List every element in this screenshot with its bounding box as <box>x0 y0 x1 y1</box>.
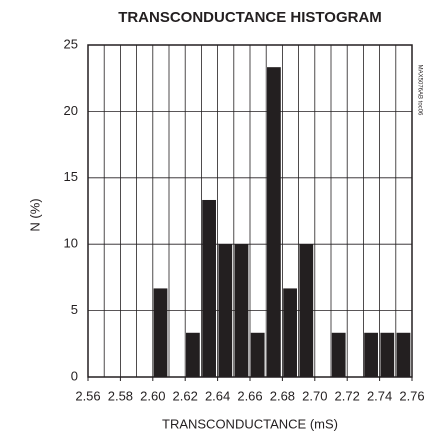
y-tick-label: 15 <box>64 169 78 184</box>
y-tick-label: 5 <box>71 302 78 317</box>
x-tick-label: 2.62 <box>173 388 198 403</box>
bar <box>186 332 200 377</box>
bar <box>250 332 265 377</box>
bar <box>234 244 249 377</box>
x-tick-label: 2.56 <box>75 388 100 403</box>
y-axis-label: N (%) <box>27 198 42 231</box>
x-tick-label: 2.66 <box>237 388 262 403</box>
bar <box>331 332 346 377</box>
bar <box>283 288 297 377</box>
bar <box>267 67 281 377</box>
x-tick-label: 2.68 <box>270 388 295 403</box>
y-tick-label: 20 <box>64 103 78 118</box>
x-tick-label: 2.72 <box>335 388 360 403</box>
x-tick-label: 2.70 <box>302 388 327 403</box>
bar <box>202 199 216 377</box>
x-tick-label: 2.76 <box>399 388 424 403</box>
y-tick-label: 25 <box>64 36 78 51</box>
x-tick-label: 2.64 <box>205 388 230 403</box>
x-tick-label: 2.58 <box>108 388 133 403</box>
bar <box>396 332 411 377</box>
bar <box>299 244 314 377</box>
bar <box>380 332 395 377</box>
x-axis-label: TRANSCONDUCTANCE (mS) <box>162 416 338 431</box>
y-tick-label: 0 <box>71 368 78 383</box>
bar <box>153 288 168 377</box>
x-tick-label: 2.60 <box>140 388 165 403</box>
annotation: MAX5076AB toc06 <box>416 65 422 116</box>
bar <box>364 332 378 377</box>
plot-frame <box>87 44 413 378</box>
chart-title: TRANSCONDUCTANCE HISTOGRAM <box>118 9 382 26</box>
x-tick-label: 2.74 <box>367 388 392 403</box>
y-tick-label: 10 <box>64 236 78 251</box>
bar <box>218 244 233 377</box>
